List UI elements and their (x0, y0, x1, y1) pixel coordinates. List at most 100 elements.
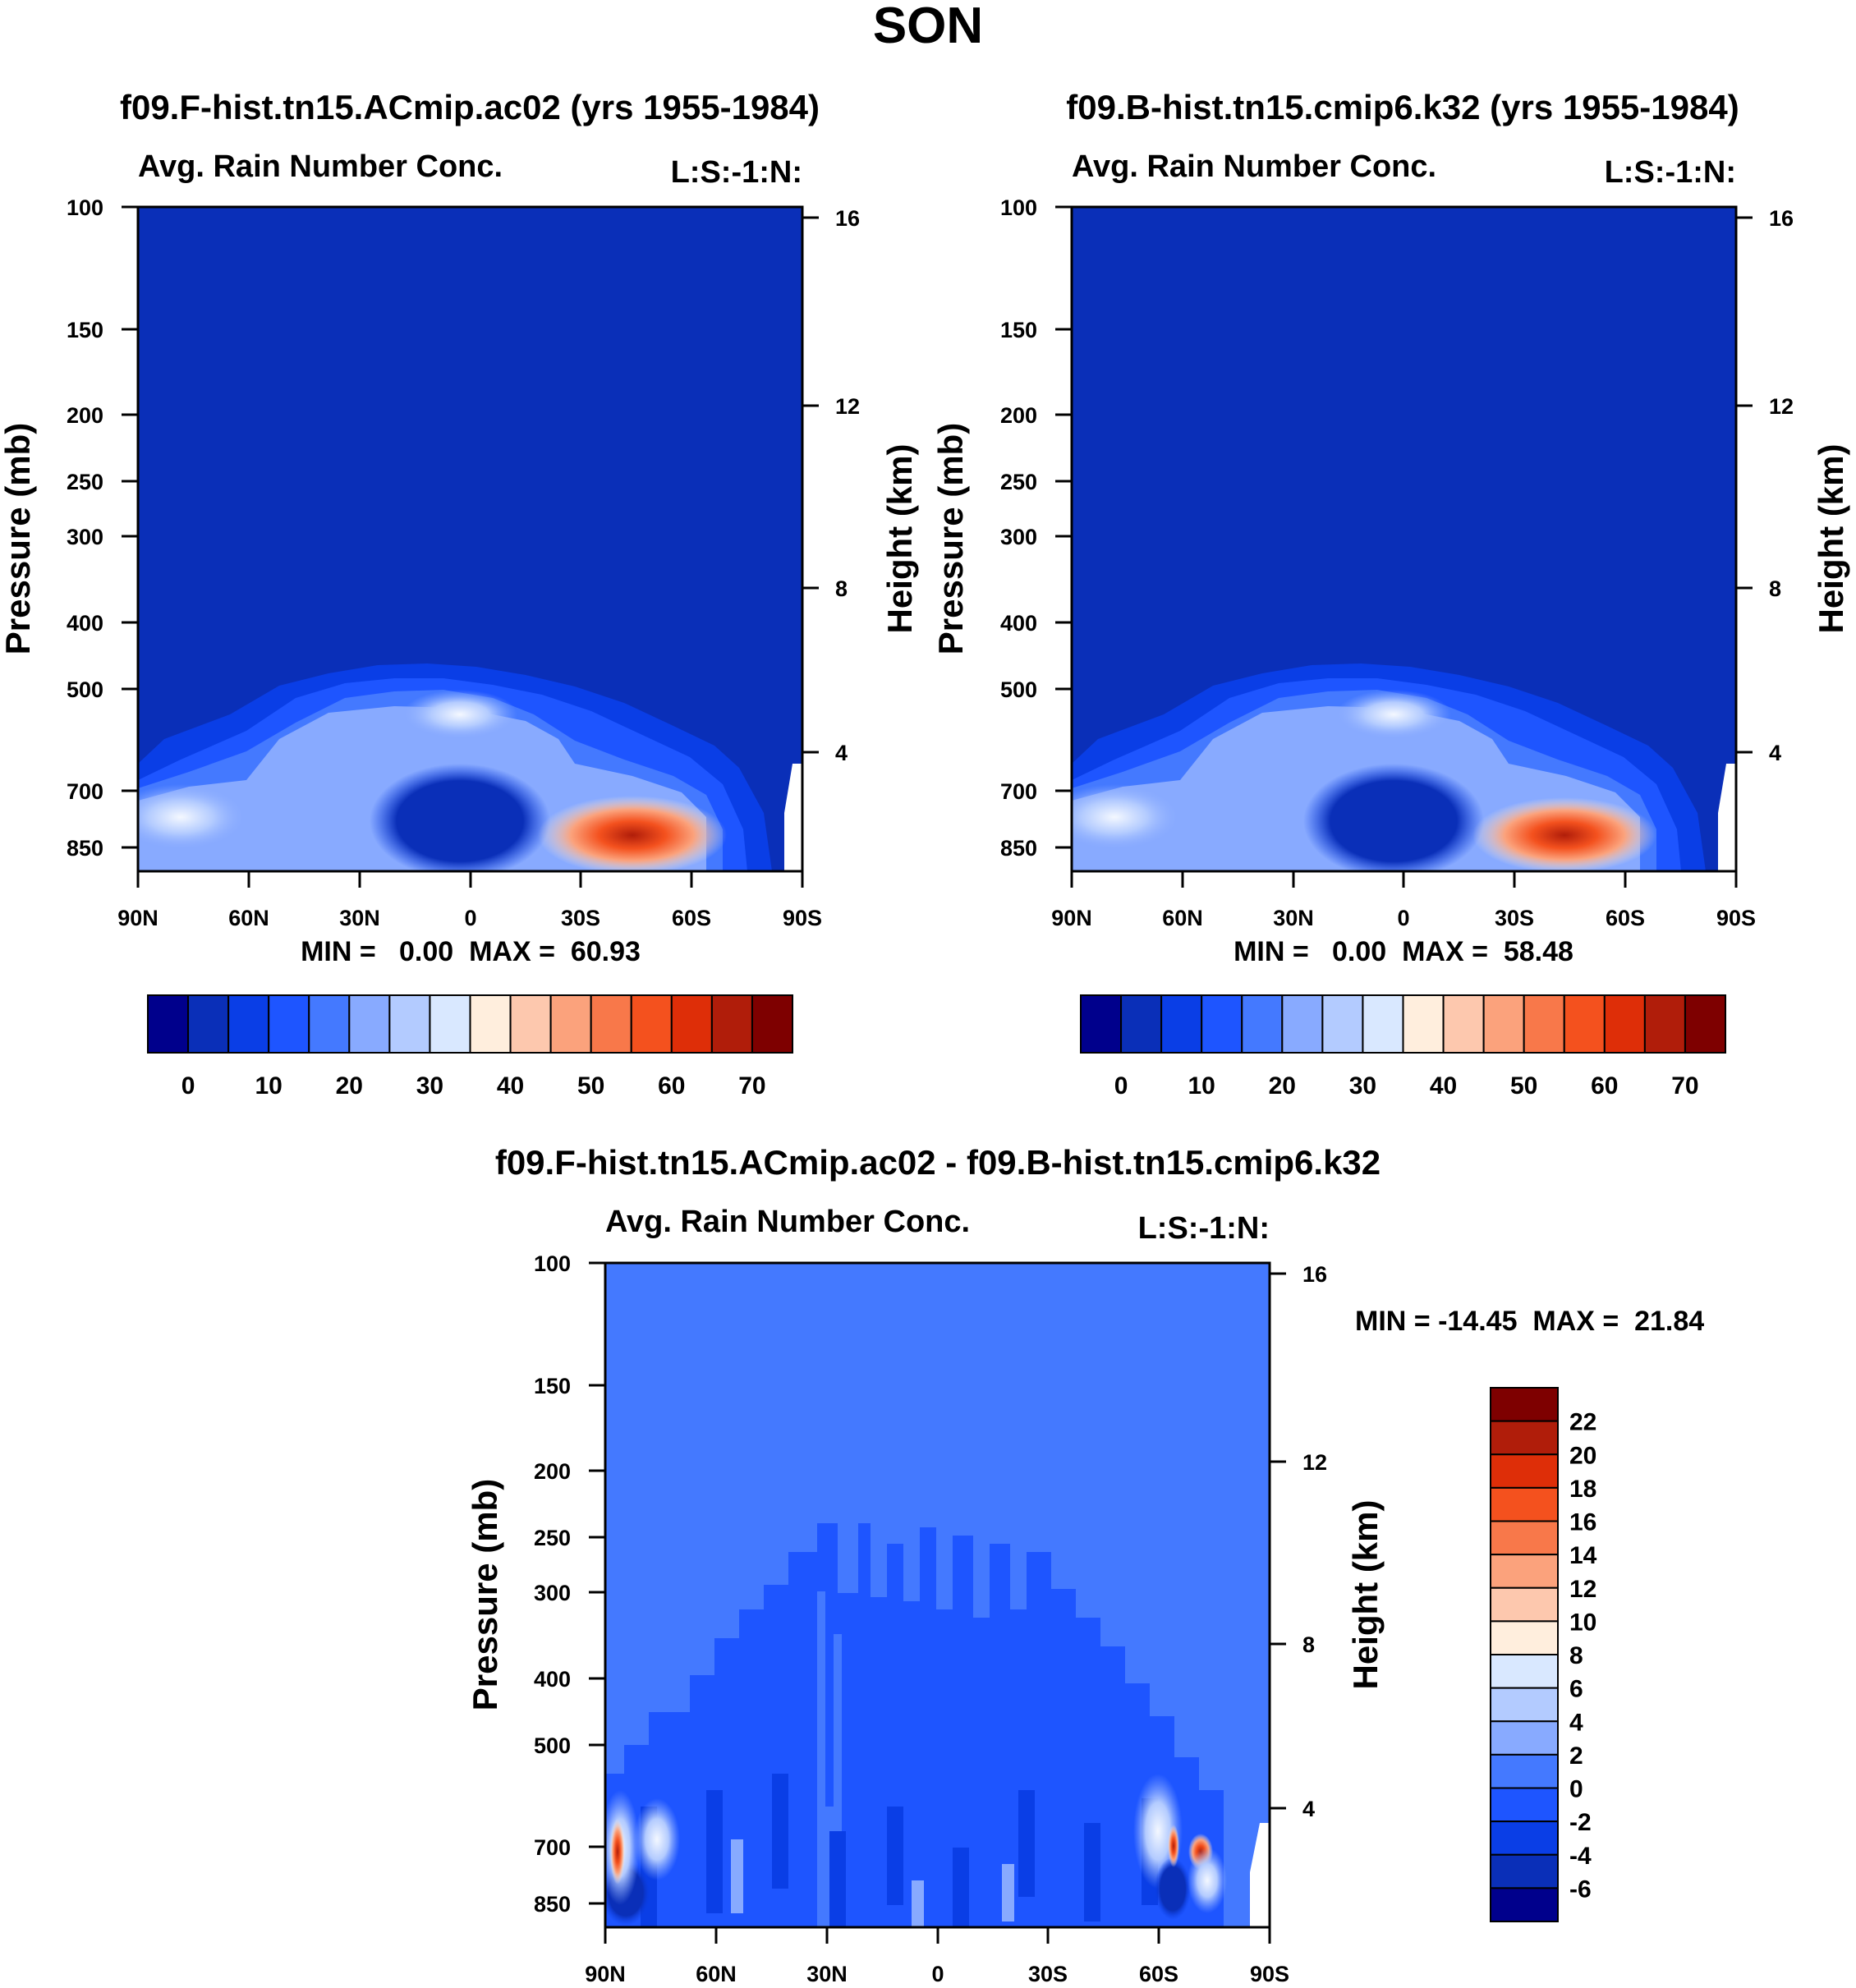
panel-subtitle-right: L:S:-1:N: (1605, 155, 1736, 190)
colorbar-box (1241, 994, 1284, 1054)
colorbar-box (1490, 1586, 1559, 1623)
colorbar-box (388, 994, 431, 1054)
colorbar-label: 50 (577, 1072, 604, 1100)
y-axis-label-right: Height (km) (1346, 1500, 1385, 1690)
colorbar-label: -6 (1569, 1876, 1592, 1903)
x-tick-label: 60S (672, 906, 711, 930)
colorbar-label: 0 (1114, 1072, 1128, 1100)
y-right-tick-label: 4 (1769, 741, 1781, 765)
low-core-left (370, 764, 550, 871)
colorbar-box (1490, 1654, 1559, 1689)
y-right-tick-label: 12 (1302, 1450, 1327, 1475)
y-tick-label: 200 (1000, 403, 1037, 428)
red-core (538, 796, 727, 871)
x-tick-label: 60S (1139, 1962, 1178, 1986)
colorbar-box (1080, 994, 1123, 1054)
panel-subtitle-left: Avg. Rain Number Conc. (138, 149, 503, 184)
y-tick-label: 100 (1000, 195, 1037, 220)
y-right-tick-label: 8 (1302, 1632, 1315, 1657)
y-ticks-left: 100 150 200 250 300 400 500 700 850 (534, 1251, 605, 1917)
colorbar-box (1603, 994, 1646, 1054)
colorbar-box (1490, 1554, 1559, 1589)
colorbar-box (469, 994, 512, 1054)
y-tick-label: 300 (67, 525, 103, 549)
y-tick-label: 200 (534, 1459, 571, 1484)
colorbar-label: 40 (497, 1072, 524, 1100)
colorbar-label: 20 (1569, 1442, 1596, 1469)
y-tick-label: 500 (534, 1733, 571, 1758)
colorbar-box (1402, 994, 1445, 1054)
x-tick-label: 0 (931, 1962, 944, 1986)
y-right-tick-label: 4 (1302, 1797, 1315, 1821)
colorbar-label: 2 (1569, 1742, 1583, 1770)
colorbar-box (1362, 994, 1404, 1054)
colorbar-box (187, 994, 230, 1054)
x-tick-label: 60S (1606, 906, 1645, 930)
colorbar-box (549, 994, 592, 1054)
colorbar-box (1490, 1853, 1559, 1889)
x-tick-label: 60N (1162, 906, 1203, 930)
colorbar-box (751, 994, 793, 1054)
colorbar-box (1490, 1820, 1559, 1856)
colorbar-box (268, 994, 310, 1054)
x-tick-label: 30N (806, 1962, 848, 1986)
y-tick-label: 700 (1000, 779, 1037, 804)
y-tick-label: 150 (67, 318, 103, 342)
colorbar: 0 10 20 30 40 50 60 70 (147, 994, 793, 1100)
x-tick-label: 90N (117, 906, 158, 930)
colorbar-label: 30 (1349, 1072, 1376, 1100)
colorbar-box (227, 994, 270, 1054)
colorbar-label: 70 (738, 1072, 765, 1100)
y-ticks-right: 16 12 8 4 (1736, 206, 1794, 765)
y-tick-label: 700 (67, 779, 103, 804)
panel-subtitle-left: Avg. Rain Number Conc. (605, 1205, 970, 1239)
y-right-tick-label: 16 (1302, 1262, 1327, 1287)
y-tick-label: 200 (67, 403, 103, 428)
colorbar-label: 4 (1569, 1709, 1583, 1736)
colorbar-label: 30 (416, 1072, 443, 1100)
min-max-stats: MIN = -14.45 MAX = 21.84 (1355, 1306, 1704, 1337)
x-ticks: 90N 60N 30N 0 30S 60S 90S (117, 871, 822, 930)
colorbar-box (1643, 994, 1686, 1054)
colorbar-box (1563, 994, 1606, 1054)
colorbar-label: 12 (1569, 1576, 1596, 1603)
missing-data (1718, 764, 1736, 871)
y-ticks-right: 16 12 8 4 (1270, 1262, 1327, 1821)
y-right-tick-label: 8 (1769, 576, 1781, 601)
colorbar-label: 70 (1671, 1072, 1698, 1100)
colorbar-label: 20 (336, 1072, 363, 1100)
y-axis-label-right: Height (km) (880, 444, 919, 634)
colorbar-box (1482, 994, 1525, 1054)
missing-data (1250, 1823, 1270, 1927)
colorbar-label: -4 (1569, 1843, 1592, 1870)
y-right-tick-label: 12 (835, 394, 860, 419)
colorbar-label: 18 (1569, 1476, 1596, 1503)
panel-subtitle-right: L:S:-1:N: (1138, 1211, 1270, 1246)
colorbar-label: 50 (1510, 1072, 1537, 1100)
low-core-left (1303, 764, 1484, 871)
colorbar-label: 22 (1569, 1409, 1596, 1436)
colorbar-label: 10 (1569, 1609, 1596, 1636)
colorbar-box (1490, 1620, 1559, 1655)
y-tick-label: 150 (534, 1374, 571, 1398)
min-max-stats: MIN = 0.00 MAX = 58.48 (1234, 936, 1573, 967)
colorbar-label: 10 (1188, 1072, 1215, 1100)
field-level-neg (605, 1523, 1224, 1927)
x-tick-label: 90S (783, 906, 822, 930)
y-tick-label: 400 (1000, 611, 1037, 636)
colorbar-box (1684, 994, 1726, 1054)
colorbar-label: 8 (1569, 1642, 1583, 1669)
colorbar-label: 10 (255, 1072, 283, 1100)
panel-title: f09.F-hist.tn15.ACmip.ac02 - f09.B-hist.… (495, 1143, 1381, 1182)
y-tick-label: 300 (1000, 525, 1037, 549)
x-ticks: 90N 60N 30N 0 30S 60S 90S (1051, 871, 1756, 930)
pale-core-right-2 (1188, 1848, 1227, 1913)
colorbar-box (1281, 994, 1324, 1054)
x-tick-label: 60N (696, 1962, 737, 1986)
colorbar-box (590, 994, 632, 1054)
y-tick-label: 150 (1000, 318, 1037, 342)
y-axis-label-right: Height (km) (1812, 444, 1850, 634)
colorbar-box (147, 994, 190, 1054)
dark-core-right (1155, 1857, 1191, 1920)
